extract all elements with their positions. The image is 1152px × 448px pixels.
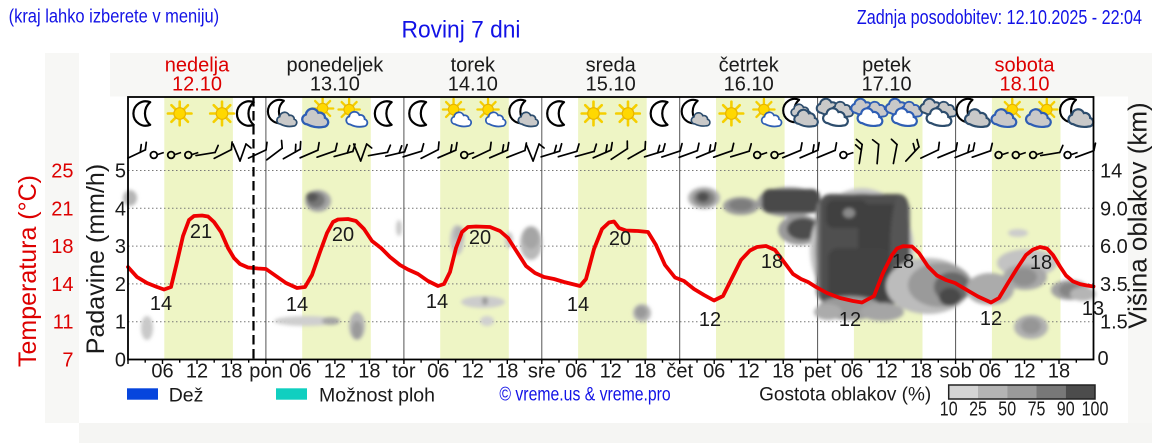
svg-text:25: 25 bbox=[51, 161, 73, 183]
svg-text:ponedeljek: ponedeljek bbox=[287, 54, 385, 76]
svg-text:12.10: 12.10 bbox=[172, 74, 222, 96]
svg-text:četrtek: četrtek bbox=[719, 54, 780, 76]
svg-text:75: 75 bbox=[1028, 398, 1046, 420]
svg-text:17.10: 17.10 bbox=[862, 74, 912, 96]
svg-text:90: 90 bbox=[1057, 398, 1075, 420]
svg-text:14: 14 bbox=[51, 274, 73, 296]
svg-text:14: 14 bbox=[426, 291, 448, 313]
svg-text:15.10: 15.10 bbox=[586, 74, 636, 96]
svg-text:18: 18 bbox=[496, 361, 518, 383]
svg-text:Možnost ploh: Možnost ploh bbox=[319, 385, 435, 407]
svg-text:06: 06 bbox=[841, 361, 863, 383]
svg-text:5: 5 bbox=[115, 161, 126, 183]
svg-text:25: 25 bbox=[969, 398, 987, 420]
svg-text:12: 12 bbox=[839, 309, 861, 331]
svg-text:1: 1 bbox=[115, 312, 126, 334]
svg-text:18: 18 bbox=[358, 361, 380, 383]
svg-text:18: 18 bbox=[220, 361, 242, 383]
svg-text:14.10: 14.10 bbox=[448, 74, 498, 96]
svg-text:sob: sob bbox=[939, 361, 971, 383]
svg-text:3: 3 bbox=[115, 236, 126, 258]
svg-text:10: 10 bbox=[940, 398, 958, 420]
svg-text:petek: petek bbox=[862, 54, 912, 76]
svg-text:18: 18 bbox=[892, 251, 914, 273]
svg-text:Temperatura (°C): Temperatura (°C) bbox=[14, 175, 42, 367]
svg-text:0: 0 bbox=[115, 350, 126, 372]
svg-text:14: 14 bbox=[150, 293, 172, 315]
svg-text:06: 06 bbox=[289, 361, 311, 383]
svg-text:06: 06 bbox=[565, 361, 587, 383]
svg-text:14: 14 bbox=[286, 294, 308, 316]
svg-text:0: 0 bbox=[1097, 348, 1108, 370]
svg-text:tor: tor bbox=[392, 361, 416, 383]
svg-text:pet: pet bbox=[804, 361, 832, 383]
svg-text:11: 11 bbox=[53, 312, 74, 334]
svg-text:18: 18 bbox=[51, 236, 73, 258]
svg-text:3.5: 3.5 bbox=[1100, 274, 1128, 296]
svg-text:12: 12 bbox=[980, 308, 1002, 330]
svg-text:Rovinj 7 dni: Rovinj 7 dni bbox=[402, 17, 521, 44]
svg-text:12: 12 bbox=[1013, 361, 1035, 383]
svg-text:12: 12 bbox=[462, 361, 484, 383]
svg-text:06: 06 bbox=[151, 361, 173, 383]
svg-text:20: 20 bbox=[609, 228, 631, 250]
svg-text:sreda: sreda bbox=[586, 54, 637, 76]
svg-text:100: 100 bbox=[1082, 398, 1109, 420]
svg-text:21: 21 bbox=[190, 221, 212, 243]
svg-text:sobota: sobota bbox=[994, 54, 1055, 76]
svg-text:18.10: 18.10 bbox=[999, 74, 1049, 96]
svg-text:12: 12 bbox=[600, 361, 622, 383]
svg-text:13.10: 13.10 bbox=[310, 74, 360, 96]
svg-text:14: 14 bbox=[1100, 161, 1122, 183]
svg-text:18: 18 bbox=[910, 361, 932, 383]
svg-text:18: 18 bbox=[634, 361, 656, 383]
svg-text:18: 18 bbox=[1048, 361, 1070, 383]
svg-text:21: 21 bbox=[51, 198, 73, 220]
svg-text:6.0: 6.0 bbox=[1100, 236, 1128, 258]
svg-text:Gostota oblakov (%): Gostota oblakov (%) bbox=[759, 384, 931, 405]
svg-text:12: 12 bbox=[738, 361, 760, 383]
svg-text:torek: torek bbox=[451, 54, 496, 76]
svg-text:12: 12 bbox=[875, 361, 897, 383]
svg-text:16.10: 16.10 bbox=[724, 74, 774, 96]
svg-text:Višina oblakov (km): Višina oblakov (km) bbox=[1122, 102, 1152, 328]
svg-text:06: 06 bbox=[703, 361, 725, 383]
svg-text:Dež: Dež bbox=[169, 385, 204, 407]
svg-text:12: 12 bbox=[186, 361, 208, 383]
svg-text:50: 50 bbox=[998, 398, 1016, 420]
svg-text:12: 12 bbox=[324, 361, 346, 383]
svg-text:9.0: 9.0 bbox=[1100, 198, 1128, 220]
svg-text:4: 4 bbox=[115, 198, 126, 220]
svg-text:1.5: 1.5 bbox=[1100, 312, 1128, 334]
svg-text:Zadnja posodobitev: 12.10.2025: Zadnja posodobitev: 12.10.2025 - 22:04 bbox=[857, 6, 1142, 28]
svg-text:20: 20 bbox=[469, 227, 491, 249]
svg-text:sre: sre bbox=[528, 361, 556, 383]
svg-text:14: 14 bbox=[567, 294, 589, 316]
svg-text:18: 18 bbox=[761, 251, 783, 273]
svg-text:čet: čet bbox=[666, 361, 693, 383]
svg-text:7: 7 bbox=[62, 350, 73, 372]
svg-text:18: 18 bbox=[772, 361, 794, 383]
svg-text:(kraj lahko izberete v meniju): (kraj lahko izberete v meniju) bbox=[9, 5, 220, 27]
svg-text:20: 20 bbox=[332, 224, 354, 246]
svg-text:12: 12 bbox=[699, 309, 721, 331]
svg-text:© vreme.us & vreme.pro: © vreme.us & vreme.pro bbox=[499, 383, 670, 405]
svg-text:18: 18 bbox=[1030, 252, 1052, 274]
svg-text:06: 06 bbox=[427, 361, 449, 383]
svg-text:06: 06 bbox=[979, 361, 1001, 383]
svg-text:pon: pon bbox=[249, 361, 282, 383]
svg-text:nedelja: nedelja bbox=[165, 54, 230, 76]
svg-text:2: 2 bbox=[115, 274, 126, 296]
svg-text:Padavine (mm/h): Padavine (mm/h) bbox=[82, 164, 110, 354]
